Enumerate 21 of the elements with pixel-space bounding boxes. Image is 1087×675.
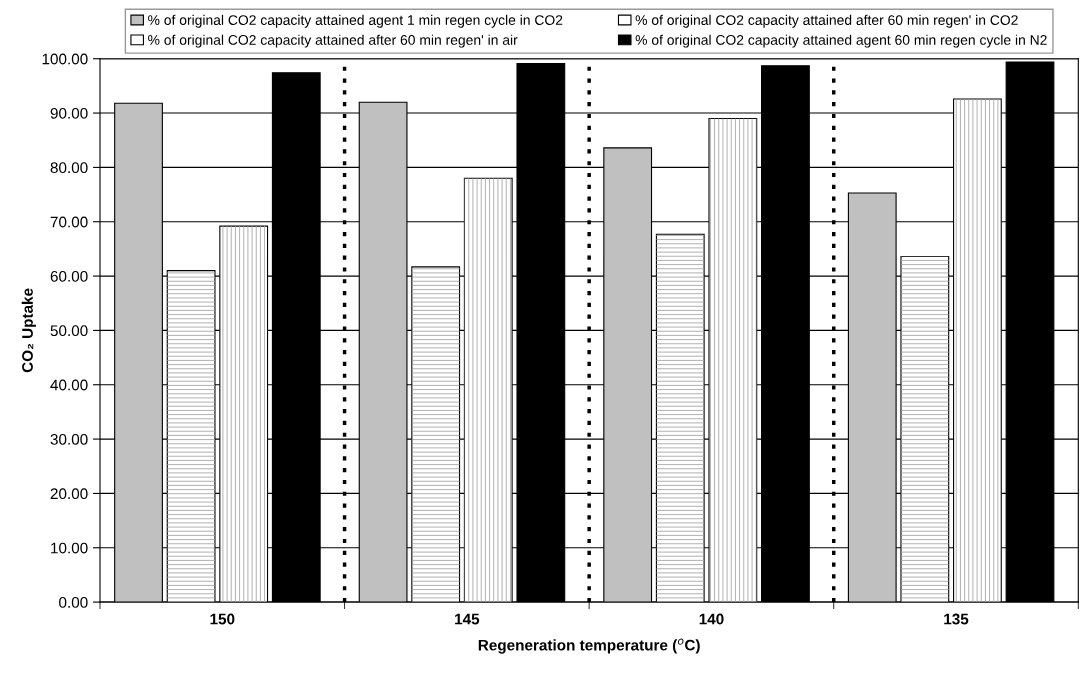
y-tick-label: 30.00 — [50, 433, 88, 445]
y-axis-title: CO₂ Uptake — [21, 288, 36, 373]
x-tick-label: 150 — [210, 613, 235, 625]
x-tick-label: 135 — [944, 613, 969, 625]
y-tick-label: 10.00 — [51, 542, 88, 554]
y-tick-label: 70.00 — [50, 216, 88, 228]
y-tick-label: 40.00 — [50, 379, 88, 391]
y-tick-label: 20.00 — [50, 488, 88, 500]
legend-label: % of original CO2 capacity attained after 60 min regen' in air — [148, 34, 518, 48]
y-tick-label: 80.00 — [50, 162, 88, 174]
y-tick-label: 100.00 — [42, 53, 88, 65]
legend-label: % of original CO2 capacity attained after 60 min regen' in CO2 — [635, 14, 1018, 28]
y-tick-label: 90.00 — [50, 107, 88, 119]
legend-label: % of original CO2 capacity attained agent 60 min regen cycle in N2 — [635, 34, 1047, 48]
y-tick-label: 50.00 — [50, 325, 88, 337]
x-tick-label: 145 — [455, 613, 480, 625]
y-tick-label: 60.00 — [50, 270, 88, 282]
x-axis-title: Regeneration temperature ($^{o}$C) — [478, 638, 700, 654]
y-tick-label: 0.00 — [59, 596, 88, 608]
legend-label: % of original CO2 capacity attained agent 1 min regen cycle in CO2 — [148, 14, 563, 28]
x-tick-label: 140 — [699, 613, 724, 625]
